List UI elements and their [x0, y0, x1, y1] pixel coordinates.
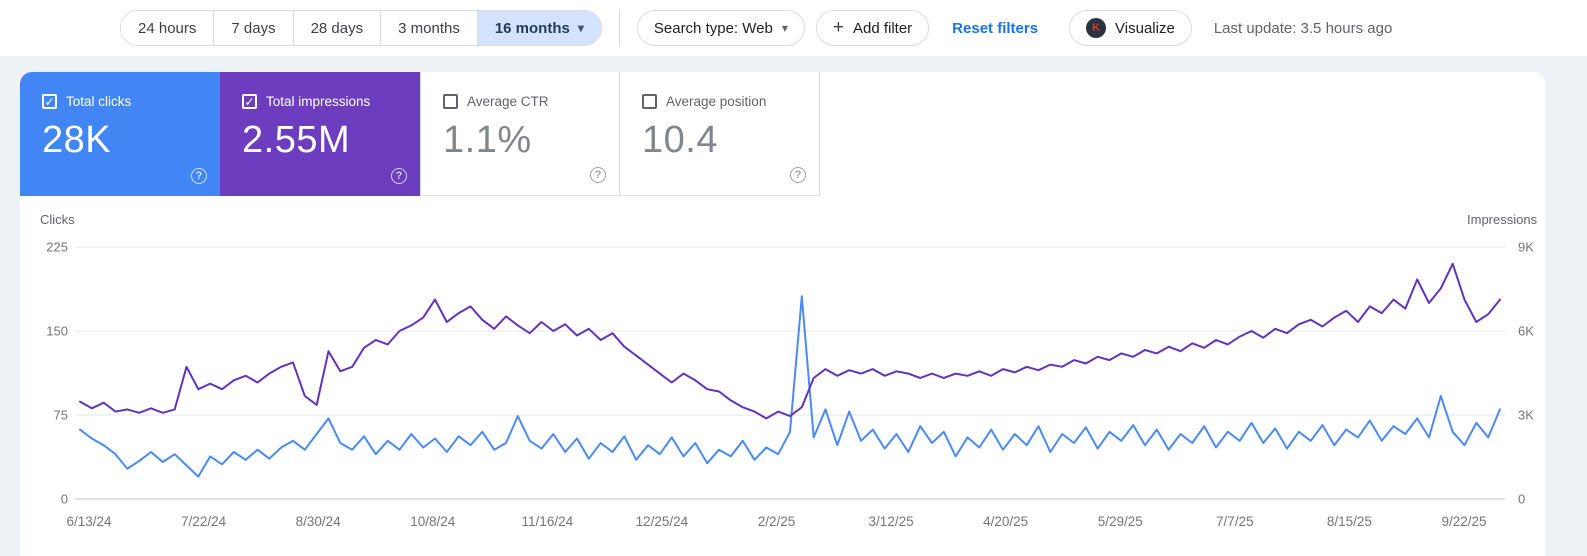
- performance-panel: ✓ Total clicks 28K ? ✓ Total impressions…: [20, 72, 1545, 556]
- metrics-row: ✓ Total clicks 28K ? ✓ Total impressions…: [20, 72, 820, 196]
- right-axis-tick: 9K: [1518, 240, 1534, 255]
- metric-label: Total impressions: [266, 94, 371, 109]
- metric-card-average-ctr[interactable]: ✓ Average CTR 1.1% ?: [420, 72, 620, 196]
- metric-head: ✓ Total impressions: [242, 94, 420, 109]
- last-update-text: Last update: 3.5 hours ago: [1213, 19, 1393, 37]
- visualize-label: Visualize: [1115, 19, 1175, 37]
- x-axis-date-label: 11/16/24: [522, 514, 574, 529]
- toolbar: 24 hours 7 days 28 days 3 months 16 mont…: [0, 0, 1587, 56]
- metric-card-average-position[interactable]: ✓ Average position 10.4 ?: [620, 72, 820, 196]
- x-axis-date-label: 3/12/25: [869, 514, 914, 529]
- left-axis-tick: 0: [61, 492, 68, 507]
- left-axis-tick: 150: [46, 324, 68, 339]
- right-axis-tick: 0: [1518, 492, 1525, 507]
- x-axis-date-label: 8/30/24: [296, 514, 342, 529]
- total-impressions-checkbox[interactable]: ✓: [242, 94, 257, 109]
- metric-label: Average CTR: [467, 94, 549, 109]
- x-axis-date-label: 7/22/24: [181, 514, 227, 529]
- range-tab-7-days[interactable]: 7 days: [213, 11, 293, 45]
- impressions-line: [79, 262, 1501, 420]
- visualize-k-icon: K: [1086, 18, 1107, 38]
- right-axis-tick: 3K: [1518, 408, 1534, 423]
- help-icon[interactable]: ?: [391, 168, 407, 184]
- right-axis-tick: 6K: [1518, 324, 1534, 339]
- search-type-label: Search type: Web: [653, 19, 773, 37]
- clicks-line: [79, 295, 1501, 478]
- plus-icon: +: [832, 17, 844, 38]
- toolbar-divider: [618, 9, 620, 47]
- range-tab-16-months[interactable]: 16 months ▾: [476, 11, 601, 45]
- x-axis-date-label: 6/13/24: [66, 514, 112, 529]
- metric-card-total-clicks[interactable]: ✓ Total clicks 28K ?: [20, 72, 220, 196]
- total-clicks-checkbox[interactable]: ✓: [42, 94, 57, 109]
- metric-value: 2.55M: [242, 119, 351, 161]
- x-axis-date-label: 5/29/25: [1098, 514, 1143, 529]
- range-tab-label: 16 months: [494, 19, 570, 37]
- average-position-checkbox[interactable]: ✓: [642, 94, 657, 109]
- metric-label: Average position: [666, 94, 767, 109]
- reset-filters-link[interactable]: Reset filters: [952, 19, 1039, 37]
- metric-head: ✓ Total clicks: [42, 94, 220, 109]
- left-axis-tick: 225: [46, 240, 68, 255]
- impressions-axis-title: Impressions: [1467, 212, 1538, 227]
- add-filter-label: Add filter: [852, 19, 913, 37]
- x-axis-date-label: 4/20/25: [983, 514, 1028, 529]
- help-icon[interactable]: ?: [191, 168, 207, 184]
- x-axis-date-label: 9/22/25: [1441, 514, 1486, 529]
- metric-label: Total clicks: [66, 94, 132, 109]
- range-tab-label: 28 days: [310, 19, 364, 37]
- metric-head: ✓ Average position: [642, 94, 819, 109]
- visualize-button[interactable]: K Visualize: [1069, 10, 1192, 46]
- chevron-down-icon: ▾: [577, 21, 584, 35]
- metric-card-total-impressions[interactable]: ✓ Total impressions 2.55M ?: [220, 72, 420, 196]
- search-type-dropdown[interactable]: Search type: Web ▾: [636, 10, 805, 46]
- x-axis-date-label: 2/2/25: [758, 514, 796, 529]
- performance-chart: 0 75 150 225 0 3K 6K 9K 6/13/24 7/22/24 8/30/24 10/…: [46, 240, 1534, 530]
- help-icon[interactable]: ?: [590, 167, 606, 183]
- help-icon[interactable]: ?: [790, 167, 806, 183]
- metric-value: 10.4: [642, 119, 718, 161]
- range-tab-label: 24 hours: [138, 19, 197, 37]
- x-axis-date-label: 8/15/25: [1327, 514, 1372, 529]
- range-tab-28-days[interactable]: 28 days: [292, 11, 381, 45]
- metric-head: ✓ Average CTR: [443, 94, 619, 109]
- clicks-axis-title: Clicks: [40, 212, 75, 227]
- range-tab-24-hours[interactable]: 24 hours: [121, 11, 214, 45]
- add-filter-button[interactable]: + Add filter: [815, 10, 930, 46]
- range-tab-label: 7 days: [231, 19, 276, 37]
- left-axis-tick: 75: [54, 408, 68, 423]
- metric-value: 28K: [42, 119, 112, 161]
- metric-value: 1.1%: [443, 119, 532, 161]
- date-range-tabs: 24 hours 7 days 28 days 3 months 16 mont…: [120, 10, 602, 46]
- range-tab-label: 3 months: [398, 19, 460, 37]
- x-axis-date-label: 12/25/24: [636, 514, 689, 529]
- range-tab-3-months[interactable]: 3 months: [380, 11, 477, 45]
- x-axis-date-label: 7/7/25: [1216, 514, 1254, 529]
- chevron-down-icon: ▾: [781, 21, 788, 35]
- average-ctr-checkbox[interactable]: ✓: [443, 94, 458, 109]
- x-axis-date-label: 10/8/24: [410, 514, 456, 529]
